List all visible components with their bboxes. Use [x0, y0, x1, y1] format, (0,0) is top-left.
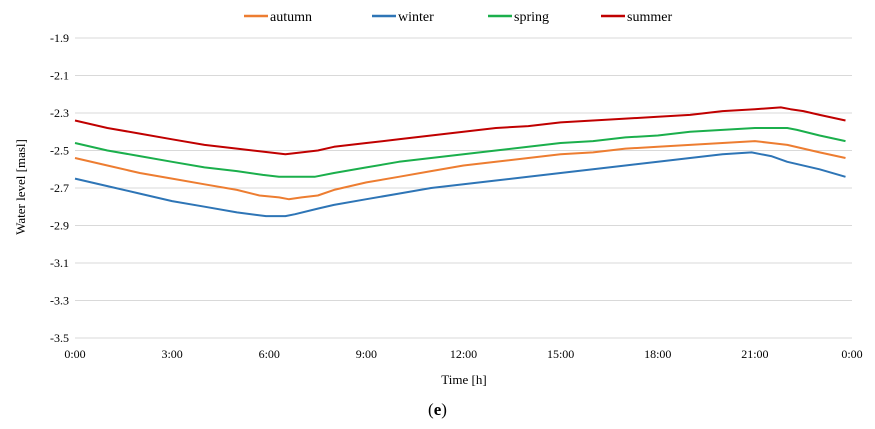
series-line-autumn	[74, 140, 846, 201]
gridlines	[75, 37, 852, 339]
panel-label-close: )	[441, 400, 447, 419]
y-tick-label: -3.1	[50, 256, 69, 270]
chart-legend: autumn winter spring summer	[244, 10, 672, 25]
legend-label-winter: winter	[398, 10, 434, 25]
panel-label-open: (	[428, 400, 434, 419]
y-tick-labels: -1.9 -2.1 -2.3 -2.5 -2.7 -2.9 -3.1 -3.3 -3.5	[50, 31, 69, 345]
x-tick-labels: 0:00 3:00 6:00 9:00 12:00 15:00 18:00 21:00 0:00	[64, 347, 862, 361]
x-tick-label: 0:00	[841, 347, 862, 361]
panel-label: (e)	[0, 400, 875, 420]
y-tick-label: -1.9	[50, 31, 69, 45]
series-line-spring	[74, 127, 846, 178]
y-tick-label: -2.3	[50, 106, 69, 120]
series-line-summer	[74, 106, 846, 156]
x-tick-label: 3:00	[161, 347, 182, 361]
x-tick-label: 21:00	[741, 347, 768, 361]
x-axis-label: Time [h]	[441, 372, 486, 387]
y-tick-label: -3.3	[50, 294, 69, 308]
y-tick-label: -2.7	[50, 181, 69, 195]
x-tick-label: 12:00	[450, 347, 477, 361]
x-tick-label: 0:00	[64, 347, 85, 361]
x-tick-label: 9:00	[356, 347, 377, 361]
legend-label-autumn: autumn	[270, 10, 312, 25]
legend-label-summer: summer	[627, 10, 672, 25]
x-tick-label: 6:00	[259, 347, 280, 361]
series-line-winter	[74, 151, 846, 218]
water-level-chart: autumn winter spring summer -1.9 -2.1 -2.3 -2.…	[13, 10, 863, 387]
y-tick-label: -2.5	[50, 144, 69, 158]
y-tick-label: -3.5	[50, 331, 69, 345]
series-lines	[74, 106, 846, 218]
legend-label-spring: spring	[514, 10, 549, 25]
x-tick-label: 18:00	[644, 347, 671, 361]
y-axis-label: Water level [masl]	[13, 139, 28, 235]
panel-label-letter: e	[433, 400, 442, 419]
x-tick-label: 15:00	[547, 347, 574, 361]
y-tick-label: -2.9	[50, 219, 69, 233]
y-tick-label: -2.1	[50, 69, 69, 83]
